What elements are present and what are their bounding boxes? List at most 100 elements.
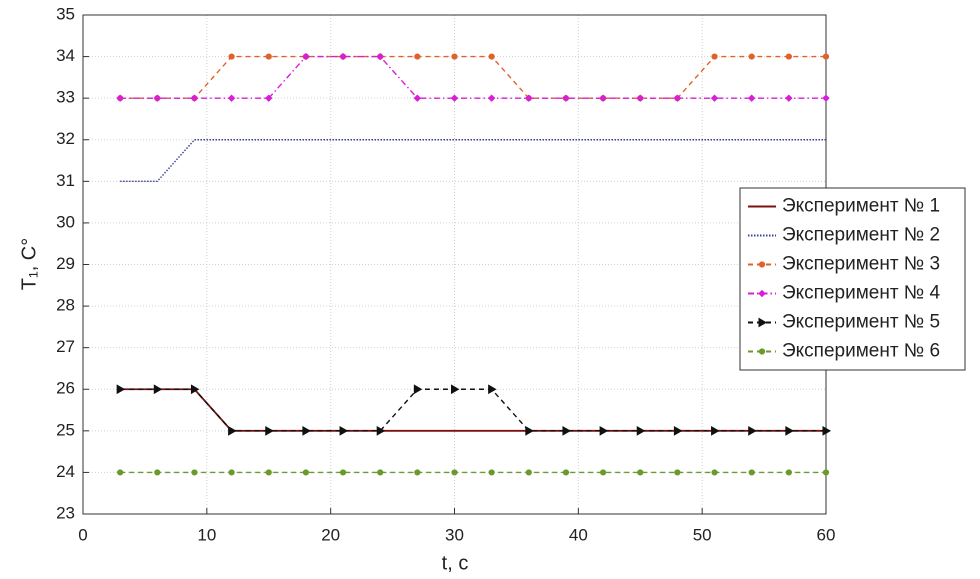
marker [228,53,235,60]
series-line [120,55,826,99]
marker [758,317,768,328]
x-tick-label: 40 [569,525,588,544]
marker [116,94,124,102]
marker [674,469,681,476]
series-line [120,55,826,99]
marker [822,53,830,60]
marker [785,469,792,476]
y-tick-label: 29 [56,254,75,273]
marker [117,469,124,476]
marker [265,469,272,476]
marker [711,469,718,476]
series-line [120,388,826,432]
marker [673,94,682,102]
marker [637,469,644,476]
marker [413,384,423,395]
marker [451,53,458,60]
marker [822,469,830,476]
y-tick-label: 23 [56,503,75,522]
legend: Эксперимент № 1 Эксперимент № 2 Эксперимен… [739,187,966,371]
y-tick-label: 33 [56,88,75,107]
series-line [120,139,826,183]
y-tick-label: 35 [56,4,75,23]
marker [748,53,755,60]
marker [191,469,198,476]
marker [758,348,766,355]
marker [153,384,163,395]
marker [748,425,757,436]
marker [785,425,794,436]
y-tick-label: 34 [56,46,75,65]
marker [302,52,310,61]
y-tick-label: 25 [56,420,75,439]
marker [758,261,766,268]
marker [525,425,534,436]
marker [302,425,311,436]
marker [636,425,646,436]
x-tick-label: 60 [817,525,836,544]
y-tick-label: 26 [56,379,75,398]
marker [599,425,609,436]
marker [339,52,347,61]
marker [413,94,422,102]
marker [116,384,126,395]
legend-label: Эксперимент № 5 [782,312,940,333]
marker [265,53,272,60]
y-tick-label: 31 [56,171,75,190]
marker [785,94,793,102]
marker [636,94,644,102]
legend-label: Эксперимент № 2 [782,225,940,246]
marker [562,425,571,436]
marker [376,425,386,436]
y-tick-label: 32 [56,129,75,148]
marker [562,469,570,476]
marker [228,469,235,476]
y-tick-label: 27 [56,337,75,356]
legend-label: Эксперимент № 6 [782,341,940,362]
marker [265,94,273,102]
y-tick-label: 24 [56,462,75,481]
x-tick-label: 30 [445,525,464,544]
x-tick-label: 0 [78,525,87,544]
marker [376,52,384,61]
marker [488,53,495,60]
marker [190,384,200,395]
marker [822,425,832,436]
marker [785,53,792,60]
marker [228,425,237,436]
marker [673,425,683,436]
marker [600,469,607,476]
y-tick-label: 28 [56,296,75,315]
marker [758,289,766,298]
legend-label: Эксперимент № 4 [782,283,940,304]
marker [488,469,495,476]
marker [451,469,458,476]
marker [711,53,718,60]
marker [414,53,421,60]
marker [451,384,460,395]
x-tick-label: 20 [321,525,340,544]
y-axis-label: T₁, C° [18,238,40,291]
marker [562,94,570,102]
marker [227,94,236,102]
marker [525,469,532,476]
y-tick-label: 30 [56,212,75,231]
x-tick-label: 10 [197,525,216,544]
marker [377,469,384,476]
marker [488,384,497,395]
legend-box [739,187,966,371]
marker [822,94,830,102]
marker [339,425,349,436]
marker [525,94,533,102]
marker [153,94,162,102]
marker [302,469,309,476]
marker [710,94,719,102]
marker [748,469,755,476]
marker [414,469,421,476]
marker [190,94,199,102]
marker [154,469,161,476]
marker [747,94,756,102]
x-axis-label: t, c [442,552,469,574]
marker [711,425,720,436]
